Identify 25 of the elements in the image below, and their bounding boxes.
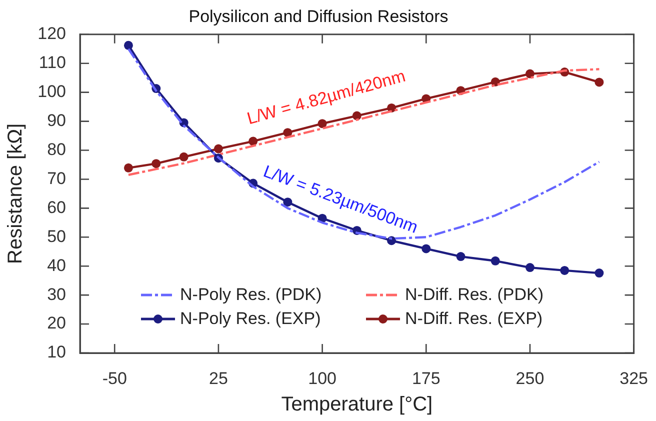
y-tick-label: 10 [47,342,66,362]
x-tick-label: 25 [208,368,228,388]
y-tick-label: 80 [47,140,66,159]
x-tick-label: 325 [620,368,648,388]
y-tick-label: 110 [38,53,66,72]
y-tick-label: 20 [47,314,66,333]
y-tick-label: 50 [47,226,66,246]
legend-label: N-Poly Res. (PDK) [180,285,322,305]
y-axis-title: Resistance [kΩ] [4,123,27,264]
chart-title: Polysilicon and Diffusion Resistors [188,6,448,26]
y-tick-label: 40 [47,256,66,275]
x-tick-label: 250 [516,368,544,388]
y-tick-label: 120 [38,24,66,44]
x-tick-label: -50 [102,368,127,388]
y-tick-label: 100 [38,82,66,102]
legend-label: N-Poly Res. (EXP) [180,309,321,329]
y-tick-label: 90 [47,110,66,130]
legend-label: N-Diff. Res. (PDK) [405,285,544,305]
x-axis-title: Temperature [°C] [281,394,433,416]
y-tick-label: 70 [47,168,66,188]
x-tick-label: 175 [412,368,440,388]
y-tick-label: 30 [47,284,66,304]
x-tick-label: 100 [308,368,336,388]
legend-label: N-Diff. Res. (EXP) [405,309,543,329]
y-tick-label: 60 [47,198,66,217]
